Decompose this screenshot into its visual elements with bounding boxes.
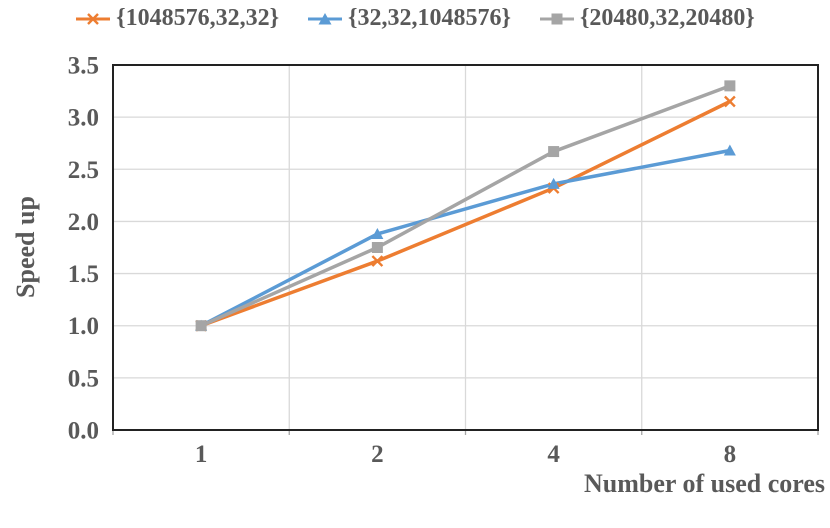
legend-item-series-0: {1048576,32,32} bbox=[75, 5, 279, 32]
series-line-2 bbox=[199, 84, 732, 328]
y-tick-label: 0.5 bbox=[68, 365, 99, 392]
plot-border bbox=[112, 64, 819, 431]
marker-triangle bbox=[371, 227, 384, 239]
marker-square bbox=[548, 146, 560, 158]
line-x-marker-icon bbox=[76, 12, 111, 25]
marker-x bbox=[371, 255, 384, 267]
legend-label-series-2: {20480,32,20480} bbox=[579, 5, 755, 31]
x-tick-label: 8 bbox=[724, 441, 737, 468]
series-line-0 bbox=[199, 99, 732, 328]
marker-square bbox=[195, 320, 207, 332]
x-axis-title: Number of used cores bbox=[584, 469, 825, 498]
y-tick-label: 2.5 bbox=[68, 157, 99, 184]
marker-triangle bbox=[723, 144, 736, 156]
marker-square bbox=[371, 242, 383, 253]
y-tick-label: 2.0 bbox=[68, 209, 99, 236]
y-tick-label: 0.0 bbox=[68, 418, 99, 445]
line-triangle-marker-icon bbox=[308, 12, 343, 24]
line-square-marker-icon bbox=[539, 13, 574, 24]
x-tick-label: 4 bbox=[547, 441, 560, 468]
x-tick-label: 1 bbox=[195, 441, 208, 468]
marker-triangle bbox=[547, 177, 560, 189]
y-tick-label: 1.5 bbox=[68, 261, 99, 288]
x-tick-label: 2 bbox=[371, 441, 384, 468]
legend-label-series-0: {1048576,32,32} bbox=[116, 5, 280, 31]
series-line-1 bbox=[199, 148, 732, 328]
chart-legend: {1048576,32,32} {32,32,1048576} {20480,3… bbox=[0, 5, 830, 32]
legend-item-series-2: {20480,32,20480} bbox=[539, 5, 755, 32]
marker-x bbox=[724, 95, 736, 108]
legend-item-series-1: {32,32,1048576} bbox=[307, 5, 511, 32]
marker-square bbox=[724, 80, 736, 92]
y-tick-label: 1.0 bbox=[68, 313, 99, 340]
y-tick-label: 3.5 bbox=[68, 53, 99, 80]
legend-label-series-1: {32,32,1048576} bbox=[348, 5, 511, 31]
y-tick-label: 3.0 bbox=[68, 105, 99, 132]
